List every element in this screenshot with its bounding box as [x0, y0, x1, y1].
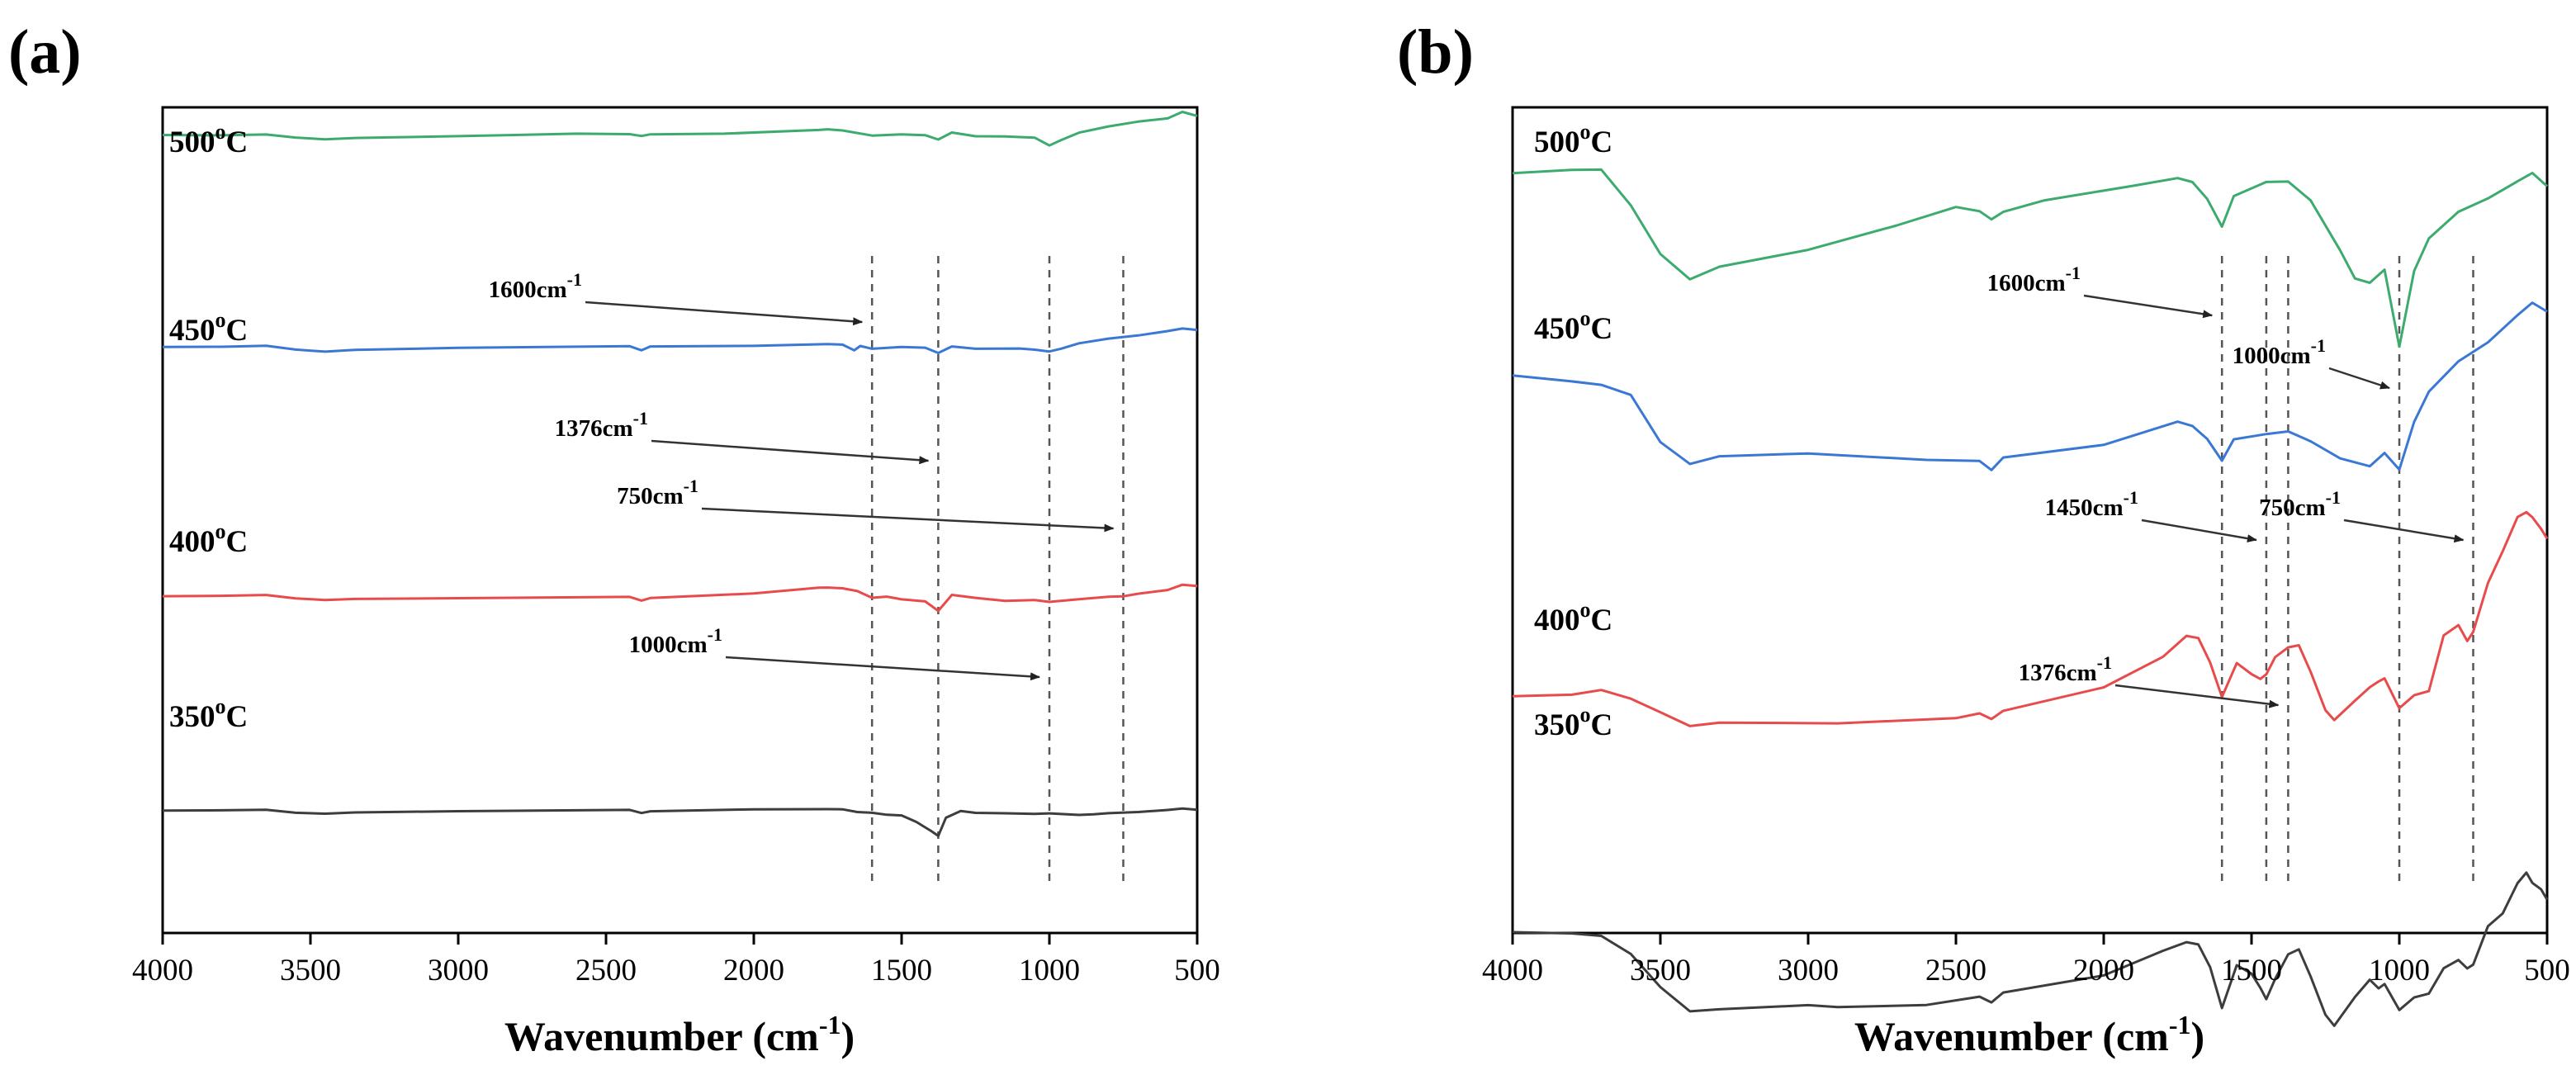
annotation-label-750: 750cm-1 [2259, 487, 2341, 521]
panel-a-x-axis-title: Wavenumber (cm-1) [504, 1010, 855, 1059]
x-tick-label: 500 [1174, 954, 1220, 987]
x-tick-label: 2500 [575, 954, 637, 987]
panel-b-curve-labels: 500oC 450oC 400oC 350oC [1534, 120, 1612, 742]
annotation-arrow-1000 [2328, 367, 2390, 390]
x-tick-label: 4000 [1482, 954, 1543, 987]
annotation-label-1000: 1000cm-1 [2233, 335, 2326, 369]
series-line-350 [1512, 871, 2549, 1027]
x-tick-label: 3500 [280, 954, 341, 987]
annotation-arrow-1450 [2141, 519, 2257, 543]
x-tick-label: 3000 [428, 954, 489, 987]
panel-a-x-axis: 4000 3500 3000 2500 2000 1500 1000 500 [132, 933, 1220, 987]
series-line-400 [162, 583, 1198, 613]
annotation-label-1376: 1376cm-1 [2019, 652, 2112, 686]
panel-a-curve-labels: 500oC 450oC 400oC 350oC [169, 120, 248, 734]
annotation-arrow-1000 [725, 656, 1040, 681]
annotation-label-1450: 1450cm-1 [2045, 487, 2138, 521]
x-tick-label: 1500 [2221, 954, 2282, 987]
panel-b-reference-lines [2220, 256, 2474, 883]
series-label-400: 400oC [1534, 598, 1612, 637]
x-tick-label: 3000 [1778, 954, 1839, 987]
annotation-arrow-1376 [651, 439, 930, 465]
annotation-arrow-750 [701, 507, 1115, 533]
annotation-label-1376: 1376cm-1 [555, 408, 648, 442]
panel-b-curves [1512, 168, 2549, 1027]
series-line-450 [162, 327, 1198, 354]
annotation-arrow-750 [2343, 519, 2465, 543]
series-label-450: 450oC [169, 308, 248, 348]
x-tick-label: 4000 [132, 954, 193, 987]
panel-a-curves [162, 111, 1198, 837]
annotation-label-1600: 1600cm-1 [489, 269, 582, 303]
series-label-350: 350oC [169, 694, 248, 734]
series-line-400 [1512, 510, 2549, 727]
x-tick-label: 1000 [1019, 954, 1080, 987]
panel-a: (a) 500oC 450oC 400oC 350oC 1600cm-1 1376cm-… [8, 17, 1220, 1059]
annotation-arrow-1600 [2083, 294, 2214, 319]
x-tick-label: 2500 [1925, 954, 1986, 987]
panel-a-plot-frame [161, 106, 1199, 935]
x-tick-label: 2000 [723, 954, 784, 987]
series-label-350: 350oC [1534, 703, 1612, 742]
series-line-500 [1512, 168, 2548, 348]
series-label-400: 400oC [169, 519, 248, 559]
panel-b-x-axis-title: Wavenumber (cm-1) [1854, 1010, 2204, 1059]
annotation-label-750: 750cm-1 [617, 476, 698, 509]
panel-a-label: (a) [8, 17, 82, 87]
panel-b-x-axis: 4000 3500 3000 2500 2000 1500 1000 500 [1482, 933, 2570, 987]
annotation-arrow-1376 [2114, 684, 2280, 708]
x-tick-label: 2000 [2073, 954, 2134, 987]
annotation-arrow-1600 [585, 301, 864, 326]
series-line-450 [1512, 301, 2548, 471]
series-label-500: 500oC [1534, 120, 1612, 159]
x-tick-label: 3500 [1630, 954, 1691, 987]
x-tick-label: 1000 [2369, 954, 2430, 987]
panel-a-reference-lines [870, 256, 1125, 883]
annotation-label-1600: 1600cm-1 [1987, 263, 2081, 296]
annotation-label-1000: 1000cm-1 [629, 624, 722, 658]
x-tick-label: 500 [2524, 954, 2570, 987]
panel-b-annotations: 1600cm-1 1000cm-1 1450cm-1 750cm-1 1376cm-1 [1987, 263, 2465, 708]
x-tick-label: 1500 [871, 954, 932, 987]
panel-b: (b) 500oC 450oC 400oC 350oC 1600cm-1 1000cm-… [1397, 17, 2570, 1059]
series-line-500 [162, 111, 1198, 147]
panel-b-plot-frame [1511, 106, 2549, 935]
panel-b-label: (b) [1397, 17, 1474, 87]
series-line-350 [162, 807, 1198, 837]
series-label-450: 450oC [1534, 306, 1612, 346]
series-label-500: 500oC [169, 120, 248, 159]
panel-a-annotations: 1600cm-1 1376cm-1 750cm-1 1000cm-1 [489, 269, 1115, 681]
